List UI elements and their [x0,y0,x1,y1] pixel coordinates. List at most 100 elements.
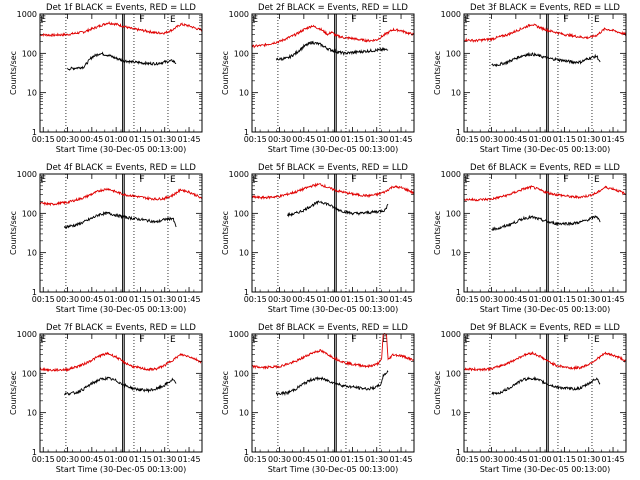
y-tick-label: 100 [22,49,37,58]
vline-mark: E [464,15,470,25]
x-tick-label: 01:45 [178,455,201,464]
plot-frame [251,173,415,293]
x-tick-label: 01:15 [341,455,364,464]
y-axis-label: Counts/sec [221,51,230,95]
x-tick-label: 01:15 [553,455,576,464]
x-tick-label: 00:45 [504,455,527,464]
x-tick-label: 00:45 [292,135,315,144]
y-tick-label: 1000 [441,170,461,179]
y-axis-label: Counts/sec [9,371,18,415]
x-tick-label: 01:15 [129,295,152,304]
vline-mark: F [563,335,568,345]
x-tick-label: 01:45 [390,135,413,144]
x-tick-label: 01:15 [129,455,152,464]
vline-mark: F [139,175,144,185]
vline-mark: E [170,15,176,25]
x-axis-label: Start Time (30-Dec-05 00:13:00) [56,305,187,314]
y-axis-label: Counts/sec [221,211,230,255]
lld-series-line [39,20,203,38]
x-tick-label: 01:45 [178,295,201,304]
y-tick-label: 1 [244,128,249,137]
panel-title: Det 6f BLACK = Events, RED = LLD [470,163,620,173]
y-tick-label: 1000 [229,170,249,179]
y-tick-label: 100 [22,209,37,218]
vline-mark: E [464,175,470,185]
x-tick-label: 00:15 [32,295,55,304]
y-tick-label: 100 [234,49,249,58]
x-tick-label: 01:15 [553,135,576,144]
x-tick-label: 00:30 [56,455,79,464]
x-tick-label: 00:30 [480,455,503,464]
y-axis-label: Counts/sec [433,211,442,255]
panel-title: Det 3f BLACK = Events, RED = LLD [470,3,620,13]
x-tick-label: 00:45 [292,295,315,304]
y-tick-label: 10 [27,409,37,418]
vline-mark: F [351,175,356,185]
x-tick-label: 01:00 [105,135,128,144]
y-tick-label: 1000 [17,170,37,179]
x-tick-label: 01:45 [390,295,413,304]
x-axis-label: Start Time (30-Dec-05 00:13:00) [268,465,399,474]
events-series-line [63,210,177,229]
y-tick-label: 1000 [441,10,461,19]
x-tick-label: 01:45 [602,135,625,144]
x-tick-label: 00:30 [268,295,291,304]
lld-series-line [251,332,415,370]
y-axis-label: Counts/sec [433,371,442,415]
vline-mark: E [382,175,388,185]
y-tick-label: 10 [239,249,249,258]
vline-mark: F [139,335,144,345]
vline-mark: E [382,335,388,345]
x-tick-label: 00:30 [480,135,503,144]
lld-series-line [251,182,415,200]
y-tick-label: 1 [456,288,461,297]
y-tick-label: 10 [27,89,37,98]
y-tick-label: 100 [234,209,249,218]
vline-mark: F [563,15,568,25]
panel-title: Det 7f BLACK = Events, RED = LLD [46,323,196,333]
x-axis-label: Start Time (30-Dec-05 00:13:00) [480,145,611,154]
x-tick-label: 01:45 [602,455,625,464]
y-tick-label: 1000 [17,10,37,19]
x-tick-label: 01:00 [317,135,340,144]
events-series-line [275,370,389,397]
y-tick-label: 100 [22,369,37,378]
events-series-line [67,51,177,71]
events-series-line [287,200,389,218]
panel-title: Det 4f BLACK = Events, RED = LLD [46,163,196,173]
x-tick-label: 00:15 [456,295,479,304]
x-tick-label: 01:00 [105,455,128,464]
x-tick-label: 01:30 [365,135,388,144]
y-tick-label: 1 [244,288,249,297]
x-tick-label: 00:45 [292,455,315,464]
y-tick-label: 1 [456,128,461,137]
plot-frame [39,173,203,293]
lld-series-line [251,24,415,49]
vline-mark: F [563,175,568,185]
events-series-line [491,51,601,68]
x-tick-label: 00:45 [80,135,103,144]
y-tick-label: 100 [234,369,249,378]
lld-series-line [39,187,203,207]
x-tick-label: 01:15 [341,135,364,144]
y-axis-label: Counts/sec [221,371,230,415]
panel-title: Det 9f BLACK = Events, RED = LLD [470,323,620,333]
x-tick-label: 01:30 [365,295,388,304]
vline-mark: E [252,175,258,185]
vline-mark: E [594,15,600,25]
x-tick-label: 00:30 [268,455,291,464]
vline-mark: E [40,175,46,185]
x-tick-label: 01:45 [602,295,625,304]
y-tick-label: 1000 [229,10,249,19]
y-tick-label: 10 [27,249,37,258]
x-axis-label: Start Time (30-Dec-05 00:13:00) [480,465,611,474]
events-series-line [275,40,389,62]
y-tick-label: 10 [451,409,461,418]
y-tick-label: 1000 [17,330,37,339]
